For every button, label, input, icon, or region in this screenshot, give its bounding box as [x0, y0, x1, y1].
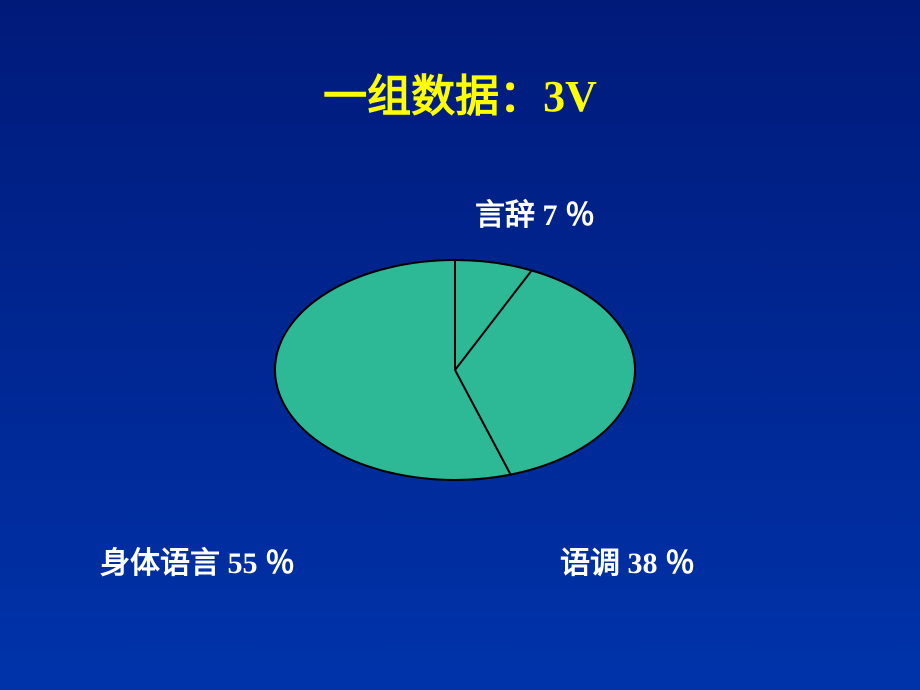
label-left: 身体语言 55 ％ — [100, 538, 295, 582]
label-top: 言辞 7 ％ — [475, 190, 595, 234]
label-right: 语调 38 ％ — [560, 538, 695, 582]
pie-chart — [271, 256, 639, 484]
pie-ellipse-svg — [271, 256, 639, 484]
chart-title: 一组数据：3V — [323, 60, 597, 124]
